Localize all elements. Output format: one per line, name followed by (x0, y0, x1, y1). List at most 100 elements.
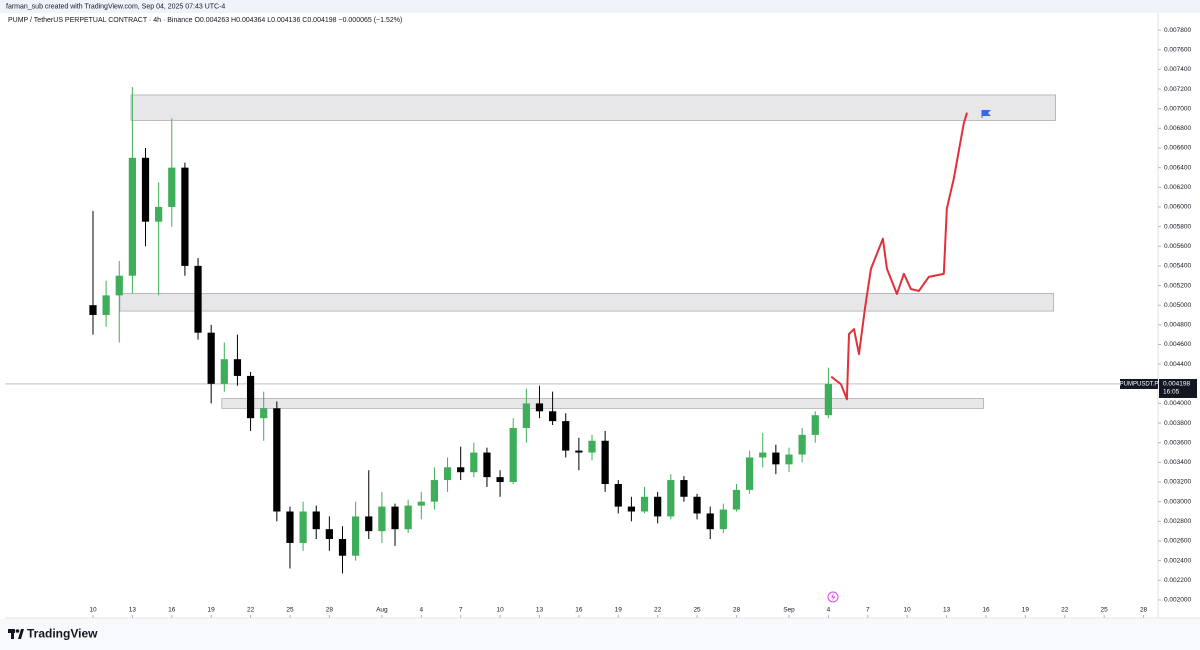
logo-part (15, 629, 20, 633)
x-tick-label: 28 (1140, 607, 1148, 614)
y-tick-label: 0.006800 (1164, 125, 1191, 132)
brand: TradingView (27, 627, 98, 641)
y-tick-label: 0.005600 (1164, 243, 1191, 250)
projection-line (830, 112, 968, 401)
price-label: 0.004198 (1163, 381, 1190, 388)
candle-body (299, 511, 307, 543)
candle-body (168, 167, 176, 207)
x-tick-label: 25 (693, 607, 701, 614)
candle-body (273, 408, 281, 512)
candle-body (338, 539, 347, 556)
y-tick-label: 0.004000 (1164, 400, 1191, 407)
x-tick-label: 25 (1101, 607, 1109, 614)
x-tick-label: 28 (326, 607, 334, 614)
candle-body (719, 509, 727, 530)
chart-legend: PUMP / TetherUS PERPETUAL CONTRACT · 4h … (8, 17, 402, 24)
x-tick-label: 7 (459, 607, 463, 614)
x-tick-label: 16 (168, 607, 176, 614)
y-tick-label: 0.007000 (1164, 105, 1191, 112)
candle-body (824, 383, 832, 416)
candle-body (128, 157, 136, 276)
y-tick-label: 0.002800 (1164, 518, 1191, 525)
candle-body (667, 480, 675, 517)
top-bar (0, 0, 1200, 13)
symbol-label: PUMPUSDT.P (1120, 382, 1159, 388)
y-tick-label: 0.006400 (1164, 164, 1191, 171)
x-tick-label: 19 (1022, 607, 1030, 614)
x-tick-label: 16 (982, 607, 990, 614)
zone (130, 94, 1057, 121)
candle-body (680, 480, 688, 497)
y-tick-label: 0.002000 (1164, 597, 1191, 604)
candle-body (693, 496, 701, 514)
candle-body (745, 457, 754, 490)
candle-body (312, 511, 320, 530)
y-tick-label: 0.005800 (1164, 223, 1191, 230)
x-tick-label: 10 (89, 607, 97, 614)
candle-body (260, 408, 268, 419)
candle-body (627, 506, 636, 512)
countdown-label: 16:05 (1163, 389, 1180, 396)
candle-body (417, 501, 425, 506)
candle-body (194, 265, 202, 333)
candle-body (102, 295, 110, 316)
y-tick-label: 0.007200 (1164, 86, 1191, 93)
candle-body (233, 359, 242, 376)
candle-body (246, 375, 255, 419)
candle-body (588, 440, 596, 453)
candle-body (115, 275, 123, 296)
y-tick-label: 0.003800 (1164, 420, 1191, 427)
x-tick-label: 13 (536, 607, 544, 614)
candle-body (522, 403, 530, 428)
y-tick-label: 0.003400 (1164, 459, 1191, 466)
y-tick-label: 0.003600 (1164, 439, 1191, 446)
credit: farman_sub created with TradingView.com,… (6, 3, 225, 10)
candle-body (286, 511, 294, 543)
candle-body (772, 452, 780, 465)
y-tick-label: 0.002400 (1164, 557, 1191, 564)
x-tick-label: 10 (496, 607, 504, 614)
candle-body (548, 411, 557, 422)
zone (119, 293, 1055, 312)
candle-body (352, 516, 360, 556)
y-tick-label: 0.004400 (1164, 361, 1191, 368)
x-tick-label: Sep (783, 607, 795, 614)
candle-body (207, 332, 215, 384)
candle-body (181, 167, 189, 266)
candle-body (798, 434, 806, 455)
candle-body (562, 421, 570, 451)
y-tick-label: 0.004800 (1164, 322, 1191, 329)
footer-bar (0, 619, 1200, 650)
flag (982, 110, 991, 116)
candle-body (325, 529, 333, 540)
candle-body (496, 477, 504, 483)
x-tick-label: 13 (943, 607, 951, 614)
y-tick-label: 0.003200 (1164, 479, 1191, 486)
x-tick-label: 4 (827, 607, 831, 614)
y-tick-label: 0.007800 (1164, 27, 1191, 34)
y-tick-label: 0.002600 (1164, 538, 1191, 545)
candle-body (654, 496, 662, 517)
x-tick-label: 4 (419, 607, 423, 614)
candle-body (220, 359, 228, 384)
y-tick-label: 0.007400 (1164, 66, 1191, 73)
x-tick-label: 22 (654, 607, 662, 614)
candle-body (457, 467, 465, 473)
candle-body (732, 489, 741, 510)
candle-body (378, 506, 386, 532)
y-tick-label: 0.005200 (1164, 282, 1191, 289)
candle-body (601, 440, 609, 484)
y-tick-label: 0.007600 (1164, 46, 1191, 53)
candle-body (430, 480, 439, 502)
y-tick-label: 0.003000 (1164, 498, 1191, 505)
candle-body (365, 516, 373, 532)
candle-body (575, 450, 583, 453)
x-tick-label: 25 (286, 607, 294, 614)
x-tick-label: 22 (247, 607, 255, 614)
candle-body (614, 483, 622, 507)
brand-logo (8, 629, 24, 639)
alert-icon (827, 591, 839, 603)
candle-body (391, 506, 399, 530)
x-tick-label: 13 (129, 607, 137, 614)
